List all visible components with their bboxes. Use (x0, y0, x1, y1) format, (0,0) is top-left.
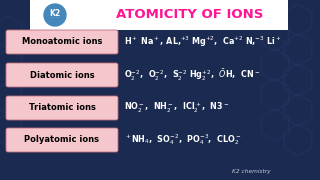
Circle shape (43, 3, 67, 27)
Text: K2 chemistry: K2 chemistry (232, 169, 271, 174)
Text: O$_2^{-2}$,  O$_2^{-2}$,  S$_2^{-2}$ Hg$_2^{+2}$,  $\bar{O}$H,  CN$^-$: O$_2^{-2}$, O$_2^{-2}$, S$_2^{-2}$ Hg$_2… (124, 67, 260, 83)
Text: Diatomic ions: Diatomic ions (30, 71, 94, 80)
FancyBboxPatch shape (6, 30, 118, 54)
Text: Polyatomic ions: Polyatomic ions (25, 136, 100, 145)
FancyBboxPatch shape (6, 128, 118, 152)
Text: ........: ........ (51, 15, 60, 19)
FancyBboxPatch shape (6, 63, 118, 87)
Circle shape (44, 4, 66, 26)
Text: NO$_2^-$,  NH$_2^-$,  ICl$_2^+$,  N3$^-$: NO$_2^-$, NH$_2^-$, ICl$_2^+$, N3$^-$ (124, 101, 229, 115)
Text: Triatomic ions: Triatomic ions (28, 103, 95, 112)
Text: K2: K2 (49, 9, 60, 18)
Text: H$^+$ Na$^+$, AL,$^{+3}$ Mg$^{+2}$,  Ca$^{+2}$ N,$^{-3}$ Li$^+$: H$^+$ Na$^+$, AL,$^{+3}$ Mg$^{+2}$, Ca$^… (124, 35, 281, 49)
Text: Monoatomic ions: Monoatomic ions (22, 37, 102, 46)
Text: ATOMICITY OF IONS: ATOMICITY OF IONS (116, 8, 264, 21)
Text: $^+$NH$_4$,  SO$_4^{-2}$,  PO$_4^{-3}$,  CLO$_2^-$: $^+$NH$_4$, SO$_4^{-2}$, PO$_4^{-3}$, CL… (124, 132, 242, 147)
FancyBboxPatch shape (30, 0, 288, 30)
FancyBboxPatch shape (6, 96, 118, 120)
